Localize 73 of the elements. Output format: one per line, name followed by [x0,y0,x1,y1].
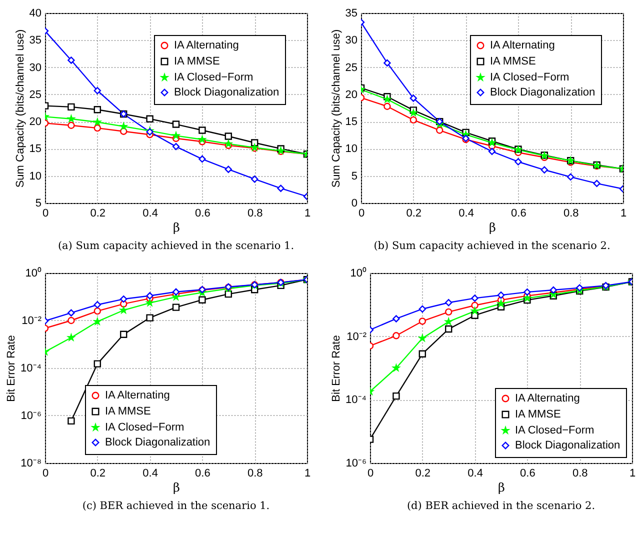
legend-label: IA Alternating [174,40,239,52]
x-tick-label: 0.8 [247,208,263,220]
text: (d) BER achieved in the scenario 2. [406,500,596,512]
y-tick-label: 40 [29,8,42,20]
y-tick-label: 15 [29,143,42,156]
legend-label: IA MMSE [490,56,536,68]
y-tick-label: 10⁻⁶ [20,410,42,422]
x-tick-label: 0.6 [520,468,536,480]
x-tick-label: 0.2 [90,208,106,220]
x-tick-label: 0.8 [247,468,263,480]
y-tick-label: 10 [345,143,358,156]
y-tick-label: 10⁰ [25,266,42,280]
x-tick-label: 0.2 [415,468,431,480]
y-axis-title: Bit Error Rate [6,335,18,402]
x-axis-title: β [498,480,506,494]
legend-label: Block Diagonalization [515,440,620,452]
y-tick-label: 10 [29,170,42,182]
y-tick-label: 0 [351,198,358,210]
x-tick-label: 1 [304,208,311,220]
legend-label: IA Closed−Form [490,72,570,84]
x-tick-label: 1 [620,208,627,220]
text: (b) Sum capacity achieved in the scenario 2. [374,240,610,252]
legend-label: IA MMSE [515,408,561,420]
legend-label: IA Closed−Form [515,424,594,436]
x-tick-label: 1 [304,468,311,480]
x-tick-label: 0.4 [142,468,158,480]
x-axis-title: β [173,480,180,494]
x-tick-label: 0.6 [511,208,526,220]
y-tick-label: 20 [29,116,42,128]
x-tick-label: 0.4 [468,468,483,480]
x-tick-label: 0.8 [572,468,588,480]
y-tick-label: 25 [345,62,358,74]
text: (c) BER achieved in the scenario 1. [82,500,270,512]
y-tick-label: 35 [345,8,358,20]
y-axis-title: Bit Error Rate [330,335,343,402]
legend-label: IA Alternating [105,390,170,402]
legend-label: IA MMSE [174,56,220,68]
y-tick-label: 20 [345,88,358,101]
y-tick-label: 35 [29,34,42,47]
legend-label: IA Closed−Form [105,422,184,434]
y-tick-label: 10⁻⁴ [346,394,367,406]
y-tick-label: 30 [29,62,42,74]
legend-label: Block Diagonalization [490,86,596,98]
legend-label: IA Alternating [515,392,580,404]
legend-label: Block Diagonalization [174,86,280,98]
x-tick-label: 0.2 [90,468,106,480]
text: (a) Sum capacity achieved in the scenario 1. [58,240,294,252]
y-tick-label: 10⁻² [346,330,367,343]
x-tick-label: 0.8 [563,208,579,220]
y-tick-label: 10⁰ [350,266,366,280]
y-axis-title: Sum Capacity (bits/channel use) [330,29,342,188]
x-tick-label: 0.6 [195,468,210,480]
x-tick-label: 0.2 [406,208,422,220]
y-tick-label: 10⁻⁴ [20,362,42,374]
y-tick-label: 5 [35,198,42,210]
x-axis-title: β [173,220,180,234]
legend-label: IA Closed−Form [174,72,254,84]
y-tick-label: 10⁻⁶ [346,458,366,470]
legend-label: IA MMSE [105,406,151,418]
y-tick-label: 10⁻⁸ [20,458,42,470]
x-tick-label: 1 [629,468,636,480]
x-tick-label: 0.4 [142,208,158,220]
y-tick-label: 30 [345,34,358,47]
y-tick-label: 15 [345,116,358,128]
y-axis-title: Sum Capacity (bits/channel use) [14,29,26,188]
legend-label: IA Alternating [490,40,555,52]
x-tick-label: 0.6 [195,208,210,220]
x-axis-title: β [489,220,496,234]
x-tick-label: 0.4 [458,208,474,220]
y-tick-label: 25 [29,88,42,101]
y-tick-label: 5 [351,170,358,182]
y-tick-label: 10⁻² [22,315,42,327]
legend-label: Block Diagonalization [105,436,210,448]
